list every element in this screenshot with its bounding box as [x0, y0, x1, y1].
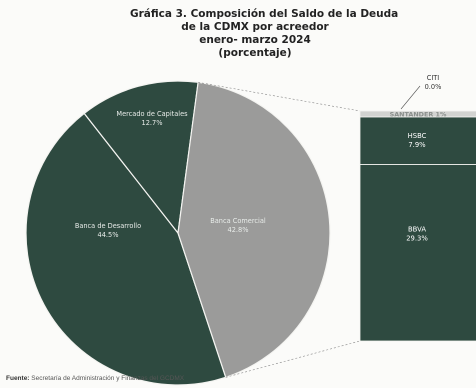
pie-slice-value-label: 12.7%: [142, 119, 163, 127]
bar-segment-value-label-citi: 0.0%: [425, 83, 442, 91]
pie-slice-name-label: Banca Comercial: [210, 217, 266, 225]
source-note: Fuente: Secretaría de Administración y F…: [6, 375, 184, 382]
bar-segment-bbva: [359, 164, 476, 342]
pie-slice-value-label: 42.8%: [228, 226, 249, 234]
chart-title: Gráfica 3. Composición del Saldo de la D…: [130, 8, 399, 60]
pie-slice-mercado-de-capitales: [83, 80, 199, 235]
connector-line-top: [198, 82, 361, 112]
bar-segment-name-label-citi: CITI: [427, 74, 440, 82]
bar-segment-label-santander: SANTANDER 1%: [390, 110, 447, 118]
pie-slice-name-label: Mercado de Capitales: [116, 110, 188, 118]
bar-segment-name-label-hsbc: HSBC: [408, 132, 427, 140]
chart-title-line: (porcentaje): [218, 47, 292, 59]
bar-segment-value-label-bbva: 29.3%: [406, 235, 428, 243]
chart-title-line: Gráfica 3. Composición del Saldo de la D…: [130, 8, 399, 20]
source-text: Secretaría de Administración y Finanzas …: [31, 375, 185, 382]
pie-slice-value-label: 44.5%: [98, 231, 119, 239]
source-label: Fuente:: [6, 375, 30, 382]
pie-slice-banca-de-desarrollo: [25, 112, 227, 386]
pie-slice-name-label: Banca de Desarrollo: [75, 222, 141, 230]
bar-segment-value-label-hsbc: 7.9%: [408, 141, 426, 149]
connector-line-bottom: [225, 340, 361, 378]
chart-title-line: de la CDMX por acreedor: [181, 21, 329, 33]
pie-slice-banca-comercial: [177, 81, 331, 379]
bar-segment-name-label-bbva: BBVA: [408, 226, 426, 234]
callout-line-citi: [400, 85, 421, 110]
chart-title-line: enero- marzo 2024: [199, 34, 311, 46]
